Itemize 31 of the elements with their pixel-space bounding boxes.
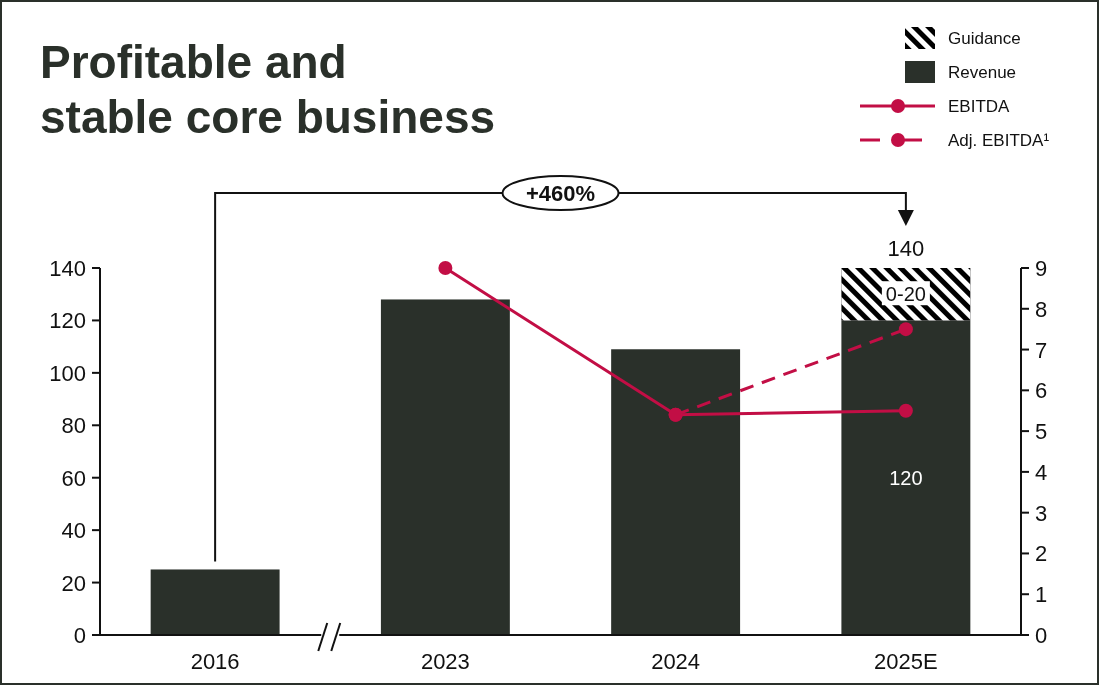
y-tick-label: 60 xyxy=(61,465,86,491)
y-tick-label: 80 xyxy=(61,413,86,439)
y2-tick-label: 8 xyxy=(1035,296,1048,322)
data-label: 0-20 xyxy=(885,283,926,306)
y2-tick-label: 4 xyxy=(1035,459,1048,485)
y2-tick-label: 9 xyxy=(1035,256,1048,281)
data-label: 120 xyxy=(889,466,923,489)
y-tick-label: 120 xyxy=(49,308,86,334)
y-tick-label: 20 xyxy=(61,570,86,596)
y2-tick-label: 3 xyxy=(1035,500,1048,526)
legend-label: Adj. EBITDA¹ xyxy=(948,131,1050,150)
y2-tick-label: 0 xyxy=(1035,623,1048,648)
legend-label: Guidance xyxy=(948,29,1021,48)
y2-tick-label: 1 xyxy=(1035,582,1048,608)
y2-tick-label: 2 xyxy=(1035,541,1048,567)
y-tick-label: 40 xyxy=(61,518,86,544)
x-tick-label: 2024 xyxy=(651,649,701,674)
y-tick-label: 0 xyxy=(73,623,86,648)
x-tick-label: 2023 xyxy=(420,649,470,674)
y2-tick-label: 6 xyxy=(1035,378,1048,404)
chart-title: Profitable and stable core business xyxy=(40,36,496,143)
legend-label: Revenue xyxy=(948,63,1017,82)
text: +460% xyxy=(525,181,596,206)
legend-label: EBITDA xyxy=(948,97,1011,116)
x-tick-label: 2025E xyxy=(874,649,938,674)
y2-tick-label: 5 xyxy=(1035,419,1048,445)
y-tick-label: 100 xyxy=(49,360,86,386)
y-tick-label: 140 xyxy=(49,256,86,281)
total-label: 140 xyxy=(887,236,925,261)
y2-tick-label: 7 xyxy=(1035,337,1048,363)
x-tick-label: 2016 xyxy=(190,649,240,674)
